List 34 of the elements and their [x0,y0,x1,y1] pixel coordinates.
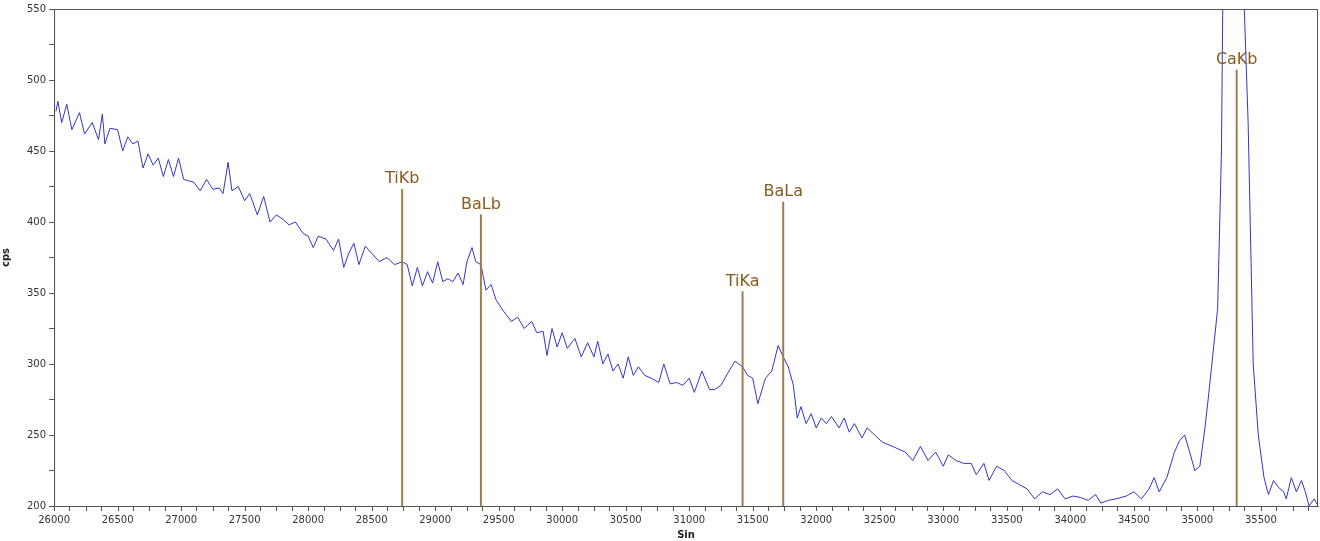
y-tick-label: 300 [26,357,47,369]
x-tick-label: 32000 [800,513,833,525]
x-tick-label: 35500 [1244,513,1277,525]
data-label: BaLa [763,181,803,201]
y-tick-label: 350 [26,286,47,298]
x-axis-title: Sin [677,528,695,540]
x-tick-label: 27500 [228,513,261,525]
x-tick-label: 28000 [292,513,325,525]
y-tick-label: 250 [26,428,47,440]
x-tick-label: 32500 [863,513,896,525]
x-tick-label: 33500 [990,513,1023,525]
data-label: TiKb [383,168,420,188]
x-tick-label: 26500 [101,513,134,525]
y-tick-label: 400 [26,215,47,227]
x-tick-label: 29500 [482,513,515,525]
x-tick-label: 31500 [736,513,769,525]
x-tick-label: 34000 [1054,513,1087,525]
y-tick-label: 500 [26,73,47,85]
x-tick-label: 29000 [419,513,452,525]
x-tick-label: 28500 [355,513,388,525]
x-tick-label: 33000 [927,513,960,525]
x-tick-label: 34500 [1117,513,1150,525]
x-tick-label: 30000 [546,513,579,525]
y-tick-label: 200 [26,499,47,511]
x-tick-label: 35000 [1181,513,1214,525]
y-tick-label: 450 [26,144,47,156]
data-label: BaLb [460,194,501,214]
x-tick-label: 27000 [165,513,198,525]
y-axis-title: cps [0,247,11,268]
x-tick-label: 26000 [38,513,70,525]
data-label: TiKa [724,270,760,290]
x-tick-label: 30500 [609,513,642,525]
y-tick-label: 550 [26,2,47,14]
x-tick-label: 31000 [673,513,706,525]
